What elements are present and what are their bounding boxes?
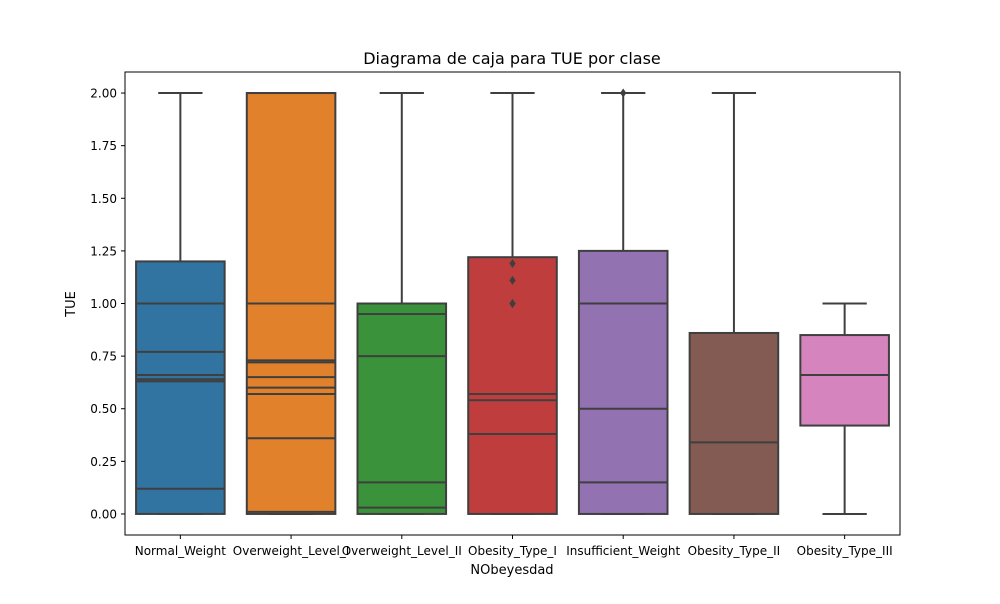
y-tick-label: 2.00 <box>90 87 117 101</box>
x-tick-label: Obesity_Type_II <box>688 544 780 558</box>
box-group <box>799 302 890 515</box>
x-tick-label: Overweight_Level_II <box>342 544 462 558</box>
box-body <box>799 334 890 427</box>
y-tick-label: 0.50 <box>90 402 117 416</box>
plot-area: 0.00 0.25 0.50 0.75 1.00 1.25 1.50 1.75 2.00 Norm… <box>90 87 892 558</box>
outlier-point <box>620 88 627 98</box>
box-body <box>356 302 448 515</box>
box-group <box>356 92 448 515</box>
box-body <box>135 260 226 515</box>
x-tick-label: Obesity_Type_III <box>797 544 893 558</box>
axes-frame <box>124 71 901 536</box>
outlier-point <box>509 299 516 308</box>
x-tick-label: Normal_Weight <box>135 544 227 558</box>
x-axis-label: NObeyesdad <box>470 563 553 578</box>
y-tick-label: 1.25 <box>90 244 117 258</box>
y-tick-label: 1.50 <box>90 192 117 206</box>
chart-title: Diagrama de caja para TUE por clase <box>363 49 661 68</box>
box-group <box>135 92 226 515</box>
box-group <box>688 92 780 515</box>
box-group <box>467 92 558 515</box>
y-axis-label: TUE <box>64 291 79 318</box>
box-group <box>577 88 669 515</box>
y-tick-label: 0.75 <box>90 350 117 364</box>
box-body <box>688 331 780 515</box>
x-tick-label: Obesity_Type_I <box>468 544 557 558</box>
outlier-point <box>509 275 516 285</box>
y-tick-label: 0.00 <box>90 507 117 521</box>
x-tick-label: Insufficient_Weight <box>566 544 680 558</box>
y-tick-label: 1.75 <box>90 139 117 153</box>
box-body <box>577 249 669 515</box>
outlier-point <box>509 259 516 269</box>
y-tick-label: 1.00 <box>90 297 117 311</box>
box-body <box>467 256 558 515</box>
box-group <box>245 92 337 515</box>
y-tick-label: 0.25 <box>90 455 117 469</box>
x-tick-label: Overweight_Level_I <box>233 544 350 558</box>
